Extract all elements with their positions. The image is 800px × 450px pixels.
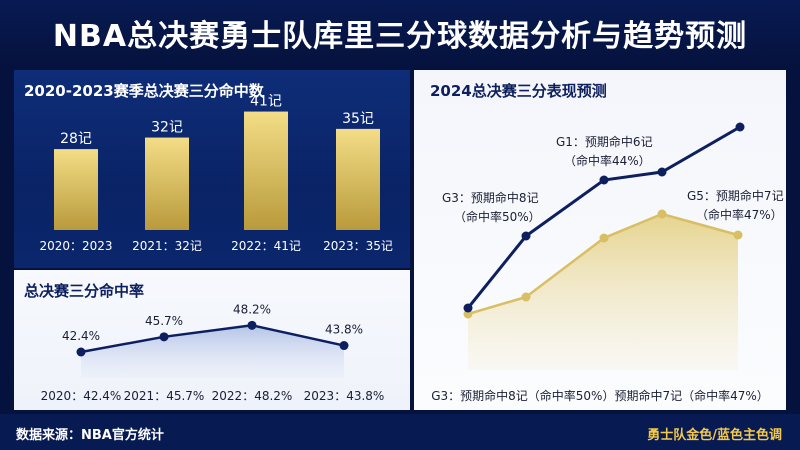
color-note: 勇士队金色/蓝色主色调 [647, 428, 782, 443]
bar-chart: 28记 2020：2023 32记 2021：32记 41记 2022：41记 35记 202… [39, 94, 393, 253]
forecast-annotation: G3：预期命中8记 [442, 190, 539, 205]
forecast-chart-title: 2024总决赛三分表现预测 [430, 82, 607, 100]
rate-point [76, 347, 86, 357]
footer: 数据来源：NBA官方统计 勇士队金色/蓝色主色调 [0, 414, 800, 450]
bar-category-label: 2022：41记 [231, 239, 301, 253]
forecast-point-gold [599, 233, 609, 243]
rate-category-label: 2021：45.7% [124, 389, 205, 403]
bar-category-label: 2020：2023 [39, 239, 112, 253]
forecast-point-navy [735, 122, 745, 132]
bar-value-label: 35记 [342, 111, 374, 127]
rate-chart-title: 总决赛三分命中率 [24, 282, 145, 300]
rate-line [80, 324, 345, 354]
forecast-annotation-sub: （命中率44%） [564, 153, 651, 168]
forecast-point-navy [463, 303, 473, 313]
bar [336, 128, 380, 230]
rate-point [247, 320, 257, 330]
bar-category-label: 2023：35记 [323, 239, 393, 253]
forecast-point-navy [521, 231, 531, 241]
forecast-annotation-sub: （命中率50%） [454, 209, 541, 224]
rate-area [81, 325, 344, 378]
rate-category-label: 2022：48.2% [212, 389, 293, 403]
bar-category-label: 2021：32记 [132, 239, 202, 253]
rate-value-label: 42.4% [62, 329, 100, 343]
forecast-chart-panel: 2024总决赛三分表现预测 G3：预期命中8记 （命中率50%） G1：预期命中6记… [414, 70, 786, 410]
rate-chart: 42.4% 2020：42.4% 45.7% 2021：45.7% 48.2% 2022：… [41, 302, 385, 403]
rate-point [159, 332, 169, 342]
forecast-annotation: G1：预期命中6记 [556, 134, 653, 149]
forecast-caption: G3：预期命中8记（命中率50%）预期命中7记（命中率47%） [431, 388, 769, 403]
rate-value-label: 48.2% [233, 302, 271, 316]
bar-value-label: 41记 [250, 94, 282, 110]
rate-category-label: 2023：43.8% [304, 389, 385, 403]
forecast-point-navy [599, 175, 609, 185]
bar-value-label: 28记 [60, 131, 92, 147]
rate-value-label: 45.7% [145, 314, 183, 328]
bar-chart-title: 2020-2023赛季总决赛三分命中数 [24, 82, 264, 100]
forecast-chart: G3：预期命中8记 （命中率50%） G1：预期命中6记 （命中率44%） G5：预期命… [431, 122, 784, 403]
forecast-point-gold [657, 209, 667, 219]
rate-point [339, 341, 349, 351]
bar [145, 137, 189, 230]
forecast-area-gold [468, 214, 738, 370]
rate-value-label: 43.8% [325, 323, 363, 337]
title-bar: NBA总决赛勇士队库里三分球数据分析与趋势预测 [0, 0, 800, 66]
data-source: 数据来源：NBA官方统计 [16, 428, 164, 443]
forecast-point-gold [733, 230, 743, 240]
page-title: NBA总决赛勇士队库里三分球数据分析与趋势预测 [52, 19, 748, 54]
bar-value-label: 32记 [151, 120, 183, 136]
bar [244, 111, 288, 230]
bar [54, 149, 98, 230]
rate-chart-panel: 总决赛三分命中率 42.4% 2020：42.4% 45.7% 2021：45.7% 4… [14, 270, 410, 410]
rate-category-label: 2020：42.4% [41, 389, 122, 403]
forecast-annotation-sub: （命中率47%） [696, 207, 783, 222]
forecast-point-navy [657, 167, 667, 177]
forecast-point-gold [521, 292, 531, 302]
forecast-annotation: G5：预期命中7记 [687, 188, 784, 203]
bar-chart-panel: 2020-2023赛季总决赛三分命中数 28记 2020：2023 32记 2021：… [14, 70, 410, 268]
